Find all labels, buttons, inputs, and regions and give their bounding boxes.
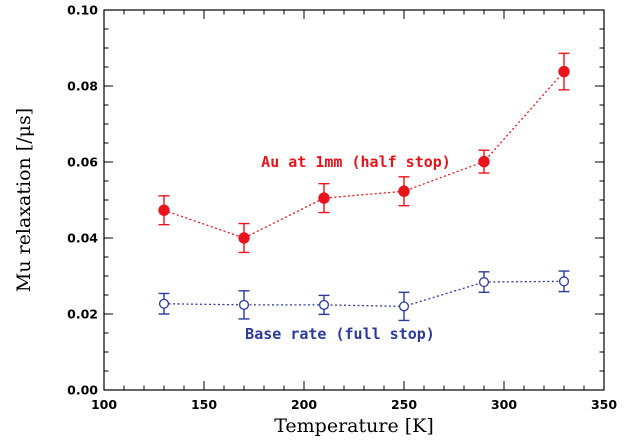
series-label-base-rate: Base rate (full stop) <box>245 325 435 343</box>
x-tick-label: 150 <box>191 397 217 412</box>
data-point <box>318 192 330 204</box>
series-layer <box>158 52 570 322</box>
series-0 <box>158 52 570 254</box>
data-point <box>158 298 170 309</box>
axis-ticks <box>103 9 605 391</box>
data-point <box>318 299 330 310</box>
series-1 <box>158 270 570 322</box>
x-tick-label: 100 <box>91 397 117 412</box>
y-tick-label: 0.08 <box>67 79 98 94</box>
x-tick-label: 250 <box>391 397 417 412</box>
y-tick-label: 0.10 <box>67 3 98 18</box>
data-point <box>238 299 250 310</box>
x-tick-label: 350 <box>591 397 617 412</box>
data-point <box>478 155 490 168</box>
series-label-au-half-stop: Au at 1mm (half stop) <box>261 153 451 171</box>
data-point <box>478 277 490 288</box>
data-point <box>398 301 410 312</box>
tick-labels: 100 150 200 250 300 350 0.00 0.02 0.04 0.06 0.08 0.… <box>67 3 617 413</box>
y-axis-title: Mu relaxation [/μs] <box>13 108 35 292</box>
series-line <box>163 280 565 308</box>
x-tick-label: 300 <box>491 397 517 412</box>
y-tick-label: 0.04 <box>67 231 98 246</box>
data-point <box>558 276 570 287</box>
data-point <box>238 232 250 244</box>
y-tick-label: 0.00 <box>67 383 98 398</box>
x-axis-title: Temperature [K] <box>274 415 434 437</box>
data-point <box>558 65 570 78</box>
y-tick-label: 0.06 <box>67 155 98 170</box>
y-tick-label: 0.02 <box>67 307 98 322</box>
x-tick-label: 200 <box>291 397 317 412</box>
data-point <box>398 185 410 197</box>
data-point <box>158 204 170 216</box>
